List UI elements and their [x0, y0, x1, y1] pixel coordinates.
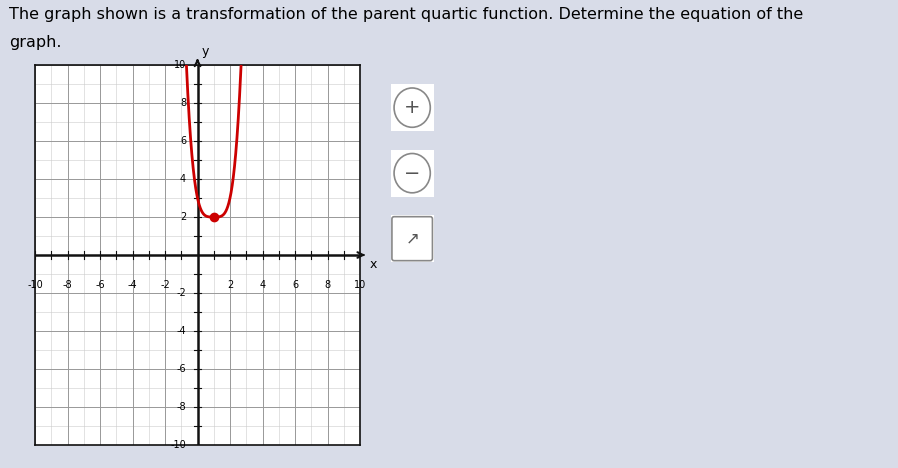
Text: -4: -4	[177, 326, 186, 336]
Text: 10: 10	[174, 60, 186, 70]
Text: x: x	[369, 258, 376, 271]
Text: -6: -6	[177, 364, 186, 374]
Text: -10: -10	[171, 440, 186, 450]
Text: −: −	[404, 164, 420, 183]
Text: y: y	[202, 45, 209, 58]
Text: ↗: ↗	[405, 230, 419, 248]
Text: graph.: graph.	[9, 35, 61, 50]
Text: -8: -8	[177, 402, 186, 412]
Text: +: +	[404, 98, 420, 117]
Text: 4: 4	[260, 280, 266, 290]
Text: 6: 6	[180, 136, 186, 146]
Text: -2: -2	[160, 280, 170, 290]
Text: 8: 8	[324, 280, 330, 290]
Text: 2: 2	[227, 280, 233, 290]
Text: 2: 2	[180, 212, 186, 222]
Text: -8: -8	[63, 280, 73, 290]
Text: -2: -2	[176, 288, 186, 298]
Text: -4: -4	[128, 280, 137, 290]
Text: -10: -10	[27, 280, 43, 290]
Text: The graph shown is a transformation of the parent quartic function. Determine th: The graph shown is a transformation of t…	[9, 7, 803, 22]
Text: 4: 4	[180, 174, 186, 184]
Text: 10: 10	[354, 280, 366, 290]
Text: -6: -6	[95, 280, 105, 290]
Text: 6: 6	[292, 280, 298, 290]
Text: 8: 8	[180, 98, 186, 108]
